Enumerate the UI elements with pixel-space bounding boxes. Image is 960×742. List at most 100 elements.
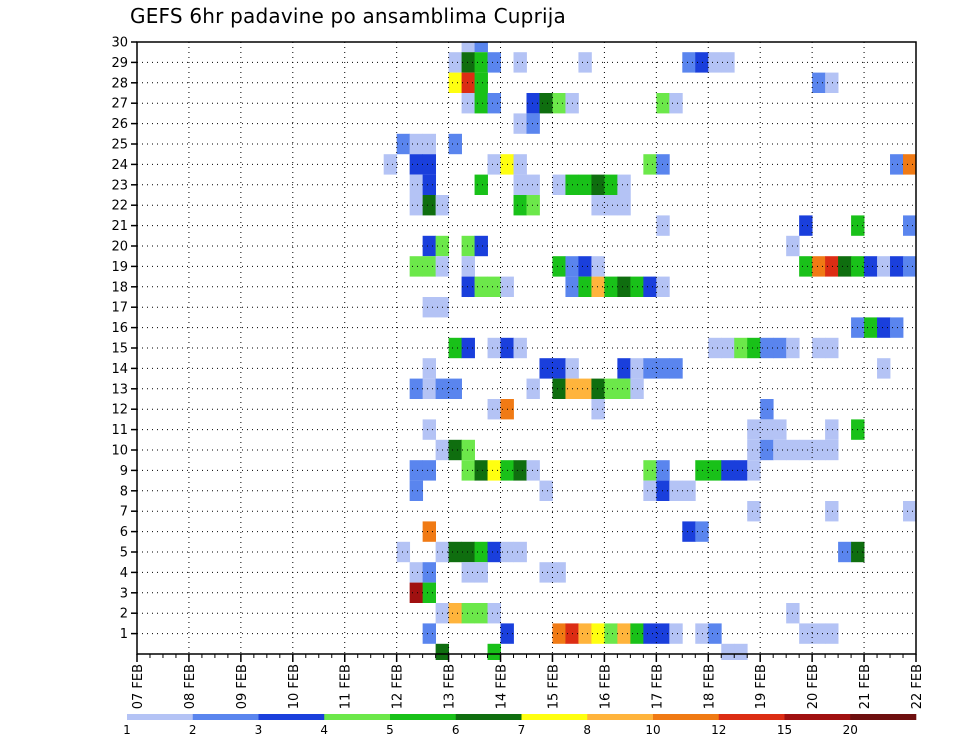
- precip-cell: [656, 623, 670, 644]
- precip-cell: [578, 52, 592, 73]
- precip-cell: [747, 419, 761, 440]
- precip-cell: [799, 256, 813, 277]
- precip-cell: [760, 419, 774, 440]
- precip-cell: [812, 623, 826, 644]
- y-tick-label: 19: [111, 260, 128, 275]
- precip-cell: [643, 276, 657, 297]
- precip-cell: [487, 643, 501, 660]
- y-tick-label: 23: [111, 178, 128, 193]
- precip-cell: [461, 42, 475, 53]
- y-tick-label: 22: [111, 199, 128, 214]
- precip-cell: [838, 256, 852, 277]
- precip-cell: [604, 378, 618, 399]
- precip-cell: [682, 52, 696, 73]
- precip-cell: [526, 378, 540, 399]
- x-tick-label: 09 FEB: [235, 664, 250, 709]
- precip-cell: [487, 154, 501, 175]
- precip-cell: [487, 93, 501, 114]
- precip-cell: [422, 174, 437, 195]
- colorbar-swatch: [455, 714, 522, 720]
- precip-cell: [448, 541, 462, 563]
- precip-cell: [474, 460, 488, 481]
- precip-cell: [487, 603, 501, 624]
- x-tick-label: 11 FEB: [339, 664, 354, 709]
- precip-cell: [617, 174, 631, 195]
- precip-cell: [708, 337, 722, 359]
- y-tick-label: 9: [120, 464, 128, 479]
- precip-cell: [552, 562, 566, 583]
- precip-cell: [435, 643, 449, 660]
- precip-cell: [617, 276, 631, 297]
- precip-cell: [760, 439, 774, 461]
- precip-cell: [643, 480, 657, 501]
- precip-cell: [825, 419, 839, 440]
- precip-cell: [695, 460, 709, 481]
- precip-cell: [396, 133, 411, 155]
- precip-cell: [682, 521, 696, 542]
- precip-cell: [487, 460, 501, 481]
- y-tick-label: 30: [111, 36, 128, 51]
- precip-cell: [474, 174, 488, 195]
- precip-cell: [617, 358, 631, 379]
- precip-cell: [422, 256, 437, 277]
- precip-cell: [695, 52, 709, 73]
- y-tick-label: 20: [111, 240, 128, 255]
- y-tick-label: 7: [120, 505, 128, 520]
- colorbar-label: 15: [777, 723, 792, 737]
- colorbar-label: 8: [583, 723, 591, 737]
- precip-cell: [409, 256, 424, 277]
- precip-cell: [877, 256, 891, 277]
- colorbar-label: 3: [255, 723, 263, 737]
- precip-cell: [669, 358, 683, 379]
- chart-title: GEFS 6hr padavine po ansamblima Cuprija: [130, 4, 566, 28]
- precip-cell: [513, 113, 527, 134]
- precip-cell: [591, 256, 605, 277]
- colorbar-swatch: [390, 714, 457, 720]
- precip-cell: [773, 337, 787, 359]
- precip-cell: [396, 541, 411, 563]
- precip-cell: [656, 154, 670, 175]
- precip-cell: [539, 358, 553, 379]
- precip-cell: [747, 439, 761, 461]
- x-tick-label: 18 FEB: [702, 664, 717, 709]
- precip-cell: [656, 358, 670, 379]
- precip-cell: [825, 623, 839, 644]
- colorbar-swatch: [653, 714, 720, 720]
- y-tick-label: 3: [120, 586, 128, 601]
- precip-cell: [383, 154, 398, 175]
- precip-cell: [656, 276, 670, 297]
- precip-cell: [474, 541, 488, 563]
- x-tick-label: 12 FEB: [391, 664, 406, 709]
- y-tick-label: 14: [111, 362, 128, 377]
- precip-cell: [539, 480, 553, 501]
- x-tick-label: 19 FEB: [754, 664, 769, 709]
- precip-cell: [513, 541, 527, 563]
- precip-cell: [552, 623, 566, 644]
- precip-cell: [448, 337, 462, 359]
- precip-cell: [422, 460, 437, 481]
- precip-cell: [422, 582, 437, 603]
- precip-cell: [422, 623, 437, 644]
- precip-cell: [513, 195, 527, 216]
- colorbar-label: 7: [518, 723, 526, 737]
- x-tick-label: 08 FEB: [183, 664, 198, 709]
- y-tick-label: 17: [111, 301, 128, 316]
- y-tick-label: 10: [111, 444, 128, 459]
- precip-cell: [578, 276, 592, 297]
- precip-cell: [877, 317, 891, 338]
- precip-cell: [825, 72, 839, 93]
- precip-cell: [656, 93, 670, 114]
- x-tick-label: 13 FEB: [443, 664, 458, 709]
- precip-cell: [604, 623, 618, 644]
- precip-cell: [721, 643, 735, 660]
- precip-cell: [903, 501, 917, 522]
- precip-cell: [773, 439, 787, 461]
- y-tick-label: 26: [111, 117, 128, 132]
- precip-cell: [760, 337, 774, 359]
- precip-cell: [461, 72, 475, 93]
- colorbar-swatch: [587, 714, 654, 720]
- precip-cell: [487, 541, 501, 563]
- x-tick-label: 21 FEB: [858, 664, 873, 709]
- precip-cell: [643, 358, 657, 379]
- precip-cell: [682, 480, 696, 501]
